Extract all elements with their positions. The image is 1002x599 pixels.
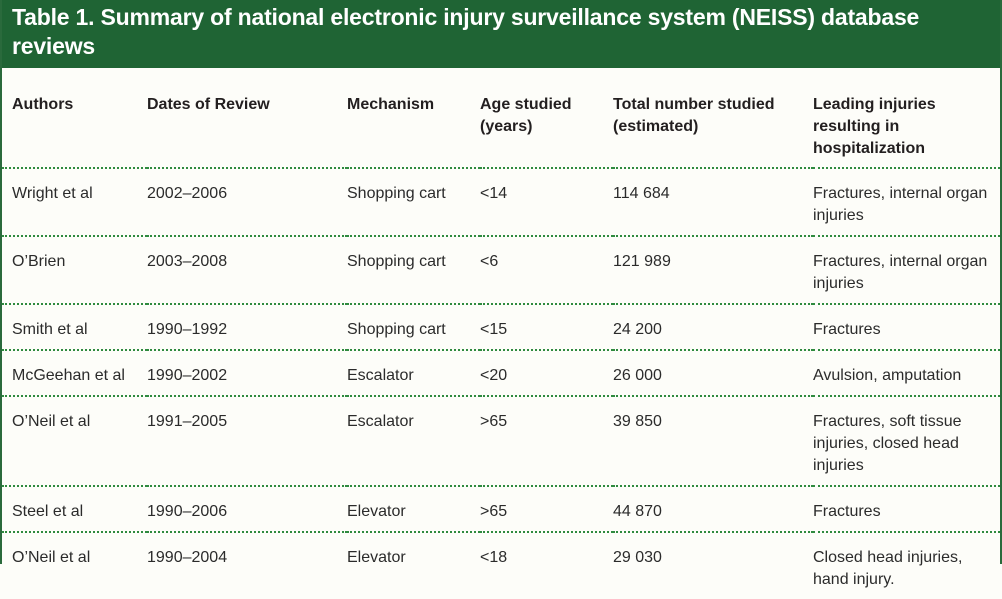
column-header-dates: Dates of Review [147, 96, 270, 113]
cell-authors: McGeehan et al [12, 367, 125, 384]
cell-dates: 2002–2006 [147, 185, 228, 202]
table-row: O’Brien 2003–2008 Shopping cart <6 121 9… [2, 236, 1000, 304]
cell-total: 39 850 [613, 413, 662, 430]
cell-authors: Wright et al [12, 185, 93, 202]
cell-injuries: Fractures [813, 503, 881, 520]
table-row: Wright et al 2002–2006 Shopping cart <14… [2, 168, 1000, 236]
column-header-age: Age studied (years) [480, 96, 572, 135]
cell-total: 121 989 [613, 253, 671, 270]
cell-age: >65 [480, 503, 508, 520]
cell-dates: 1990–2006 [147, 503, 228, 520]
table-title-bar: Table 1. Summary of national electronic … [2, 0, 1000, 68]
cell-total: 24 200 [613, 321, 662, 338]
cell-authors: Steel et al [12, 503, 84, 520]
cell-injuries: Avulsion, amputation [813, 367, 962, 384]
cell-injuries: Fractures [813, 321, 881, 338]
column-header-injuries: Leading injuries resulting in hospitaliz… [813, 96, 936, 157]
cell-age: <6 [480, 253, 499, 270]
cell-mechanism: Shopping cart [347, 185, 446, 202]
cell-total: 26 000 [613, 367, 662, 384]
cell-authors: Smith et al [12, 321, 88, 338]
cell-total: 44 870 [613, 503, 662, 520]
table-row: McGeehan et al 1990–2002 Escalator <20 2… [2, 350, 1000, 396]
cell-dates: 1990–2002 [147, 367, 228, 384]
table-body-area: Authors Dates of Review Mechanism Age st… [2, 68, 1000, 599]
table-row: O’Neil et al 1991–2005 Escalator >65 39 … [2, 396, 1000, 486]
column-header-mechanism: Mechanism [347, 96, 435, 113]
cell-total: 29 030 [613, 549, 662, 566]
table-row: Smith et al 1990–1992 Shopping cart <15 … [2, 304, 1000, 350]
column-header-total: Total number studied (estimated) [613, 96, 775, 135]
cell-injuries: Fractures, soft tissue injuries, closed … [813, 413, 962, 474]
cell-age: >65 [480, 413, 508, 430]
table-header-row: Authors Dates of Review Mechanism Age st… [2, 68, 1000, 168]
cell-total: 114 684 [613, 185, 670, 202]
table-title: Table 1. Summary of national electronic … [12, 4, 920, 59]
cell-age: <20 [480, 367, 508, 384]
cell-authors: O’Neil et al [12, 549, 91, 566]
cell-age: <14 [480, 185, 508, 202]
column-header-authors: Authors [12, 96, 74, 113]
cell-dates: 1990–1992 [147, 321, 228, 338]
cell-dates: 1990–2004 [147, 549, 228, 566]
cell-authors: O’Neil et al [12, 413, 91, 430]
cell-mechanism: Shopping cart [347, 321, 446, 338]
neiss-summary-table: Authors Dates of Review Mechanism Age st… [2, 68, 1000, 599]
cell-dates: 2003–2008 [147, 253, 228, 270]
table-row: O’Neil et al 1990–2004 Elevator <18 29 0… [2, 532, 1000, 599]
cell-mechanism: Escalator [347, 413, 414, 430]
cell-mechanism: Shopping cart [347, 253, 446, 270]
cell-age: <18 [480, 549, 508, 566]
cell-injuries: Closed head injuries, hand injury. [813, 549, 963, 588]
cell-mechanism: Elevator [347, 503, 406, 520]
cell-mechanism: Elevator [347, 549, 406, 566]
cell-age: <15 [480, 321, 508, 338]
cell-mechanism: Escalator [347, 367, 414, 384]
table-row: Steel et al 1990–2006 Elevator >65 44 87… [2, 486, 1000, 532]
cell-dates: 1991–2005 [147, 413, 228, 430]
cell-injuries: Fractures, internal organ injuries [813, 185, 988, 224]
cell-authors: O’Brien [12, 253, 66, 270]
cell-injuries: Fractures, internal organ injuries [813, 253, 988, 292]
